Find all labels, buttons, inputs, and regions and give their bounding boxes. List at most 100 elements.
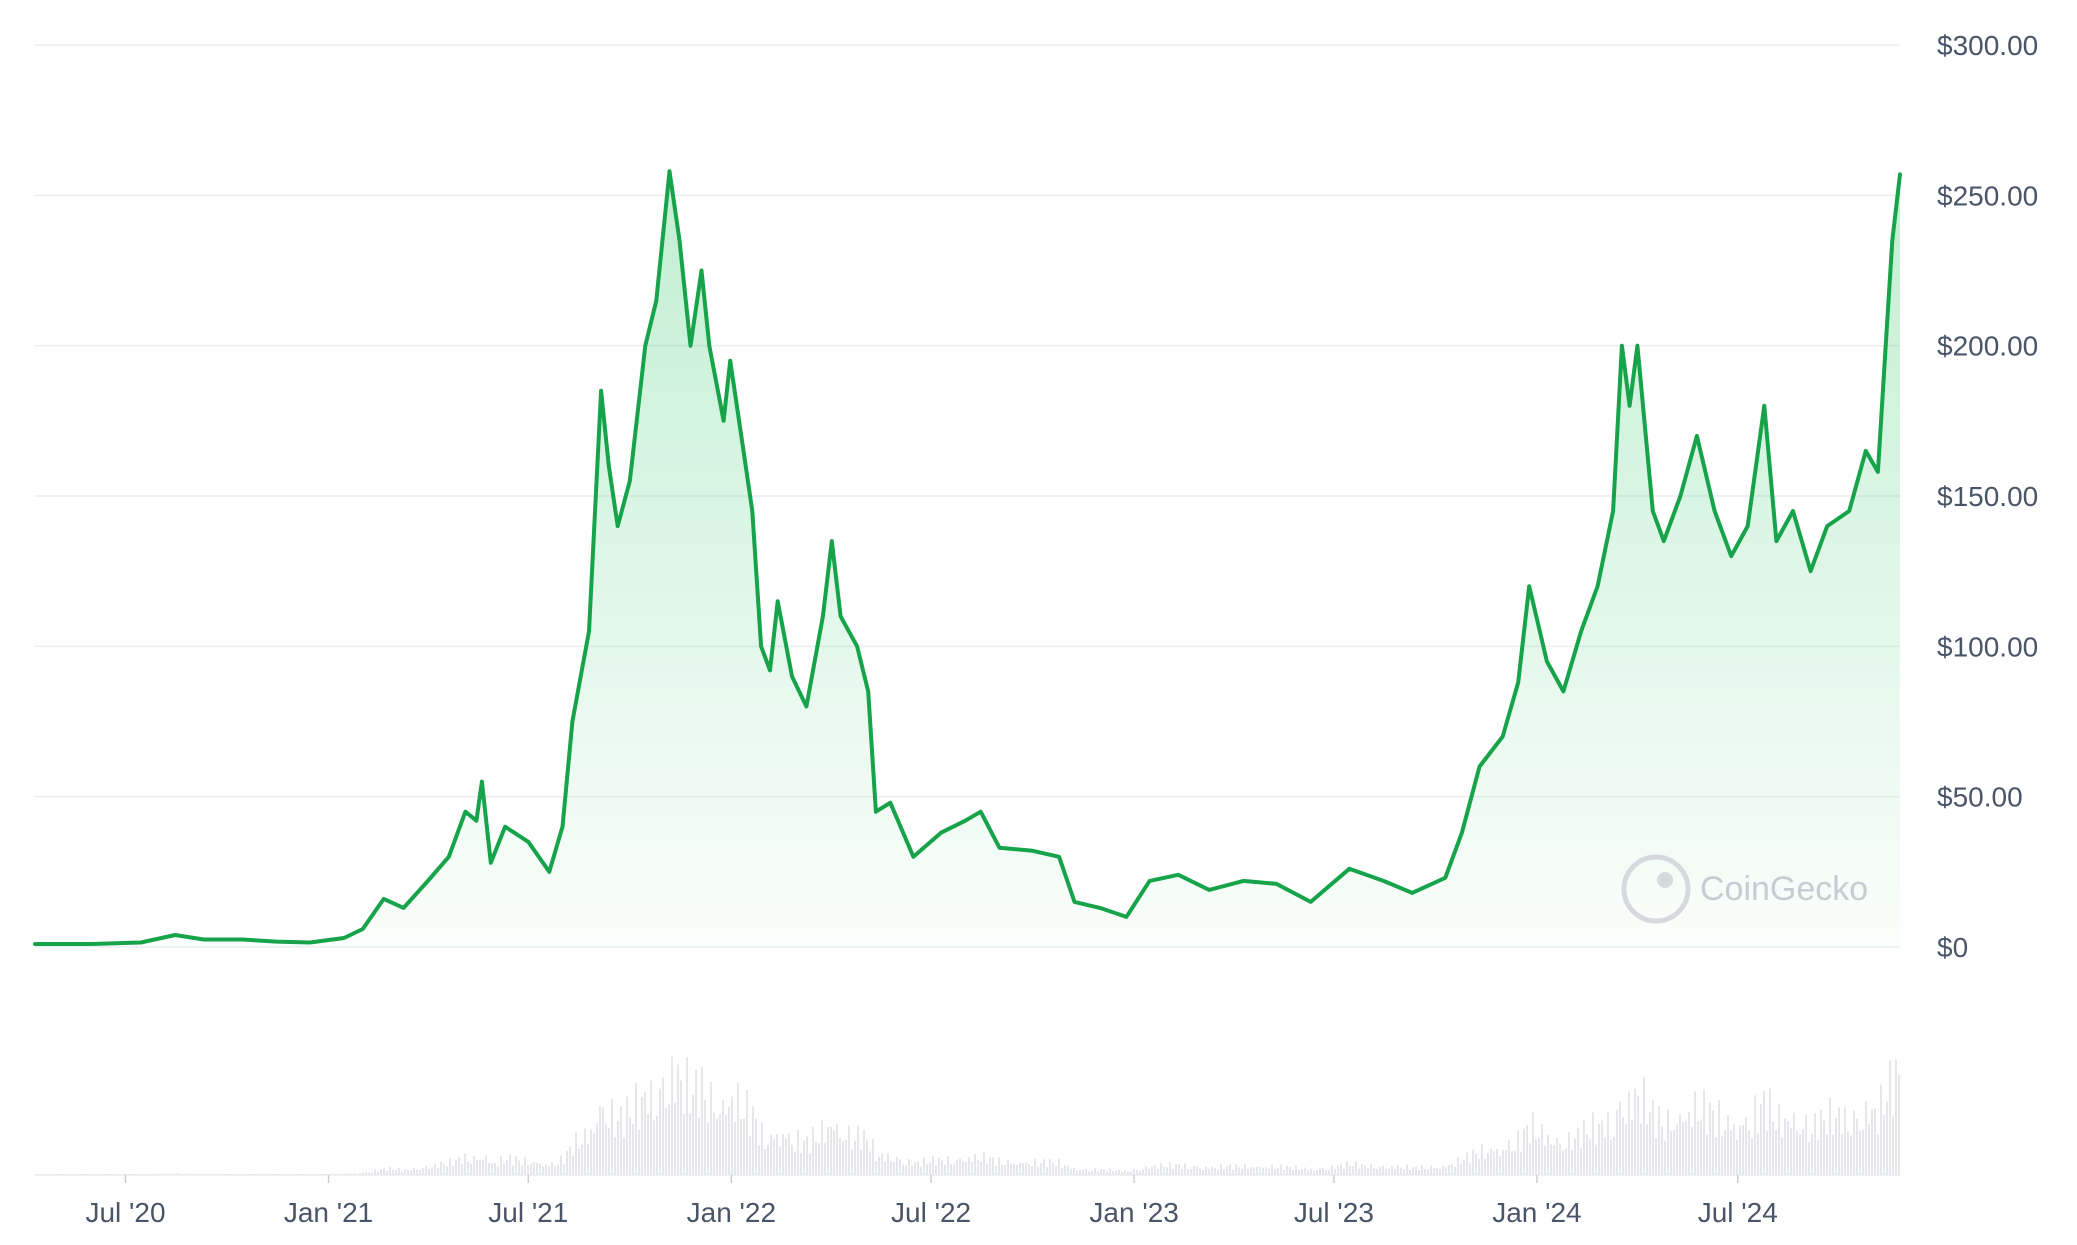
volume-bar xyxy=(1463,1160,1465,1175)
volume-bar xyxy=(830,1126,832,1175)
volume-bar xyxy=(53,1174,55,1175)
volume-bar xyxy=(761,1122,763,1175)
volume-bar xyxy=(1802,1128,1804,1175)
price-line[interactable] xyxy=(33,169,1902,946)
volume-bar xyxy=(1322,1167,1324,1175)
volume-bar xyxy=(842,1141,844,1175)
volume-bar xyxy=(128,1174,130,1175)
volume-bar xyxy=(1190,1168,1192,1175)
volume-bar xyxy=(1223,1169,1225,1175)
watermark-label: CoinGecko xyxy=(1700,870,1868,908)
volume-bar xyxy=(80,1174,82,1175)
volume-bar xyxy=(1532,1112,1534,1175)
volume-bar xyxy=(1301,1168,1303,1175)
volume-bar xyxy=(1283,1170,1285,1175)
volume-bar xyxy=(371,1172,373,1175)
volume-bar xyxy=(437,1167,439,1175)
volume-bar xyxy=(1826,1134,1828,1175)
volume-bar xyxy=(1454,1166,1456,1175)
y-tick-label: $250.00 xyxy=(1937,180,2038,211)
volume-bar xyxy=(791,1145,793,1175)
volume-bar xyxy=(1340,1164,1342,1175)
volume-bar xyxy=(1403,1169,1405,1175)
volume-bar xyxy=(1319,1168,1321,1175)
volume-bar xyxy=(1565,1148,1567,1175)
volume-bar xyxy=(1643,1076,1645,1175)
volume-bar xyxy=(1676,1124,1678,1175)
volume-bar xyxy=(1127,1171,1129,1175)
volume-bar xyxy=(1748,1130,1750,1175)
volume-bar xyxy=(566,1151,568,1175)
volume-bar xyxy=(1262,1167,1264,1175)
volume-bar xyxy=(623,1137,625,1175)
volume-bar xyxy=(1109,1168,1111,1175)
volume-bar xyxy=(1649,1112,1651,1175)
volume-bar xyxy=(245,1174,247,1175)
volume-bar xyxy=(890,1161,892,1175)
volume-bar xyxy=(149,1174,151,1175)
volume-bar xyxy=(686,1057,688,1175)
volume-bar xyxy=(353,1173,355,1175)
volume-bar xyxy=(620,1106,622,1175)
volume-bar xyxy=(503,1163,505,1175)
volume-bar xyxy=(158,1173,160,1175)
volume-bar xyxy=(191,1174,193,1175)
volume-bar xyxy=(1886,1101,1888,1175)
volume-bar xyxy=(1343,1168,1345,1175)
volume-bar xyxy=(1364,1165,1366,1175)
volume-bar xyxy=(263,1173,265,1175)
volume-bar xyxy=(674,1102,676,1175)
volume-bar xyxy=(878,1157,880,1175)
volume-bar xyxy=(329,1173,331,1175)
volume-bar xyxy=(1874,1108,1876,1175)
volume-bar xyxy=(1751,1137,1753,1175)
volume-bar xyxy=(569,1146,571,1175)
volume-bar xyxy=(1334,1169,1336,1175)
volume-bar xyxy=(1316,1169,1318,1175)
volume-bar xyxy=(92,1174,94,1175)
volume-bar xyxy=(155,1174,157,1175)
volume-bar xyxy=(1766,1131,1768,1175)
volume-bar xyxy=(641,1097,643,1175)
volume-bar xyxy=(1379,1166,1381,1175)
volume-bar xyxy=(116,1174,118,1175)
volume-bar xyxy=(1274,1168,1276,1175)
volume-bar xyxy=(1214,1167,1216,1175)
volume-bar xyxy=(56,1174,58,1175)
volume-bar xyxy=(719,1114,721,1175)
volume-bar xyxy=(1307,1170,1309,1175)
volume-bar xyxy=(1271,1164,1273,1175)
volume-bar xyxy=(110,1174,112,1175)
volume-bar xyxy=(1694,1091,1696,1175)
volume-bar xyxy=(275,1174,277,1175)
volume-bar xyxy=(365,1172,367,1175)
volume-bar xyxy=(1775,1129,1777,1175)
volume-bar xyxy=(1814,1113,1816,1175)
volume-bar xyxy=(1583,1119,1585,1175)
price-area-fill xyxy=(35,171,1900,948)
volume-bar xyxy=(272,1174,274,1175)
volume-bar xyxy=(1853,1110,1855,1175)
volume-bar xyxy=(647,1114,649,1175)
volume-bar xyxy=(1205,1166,1207,1175)
volume-bar xyxy=(1535,1139,1537,1175)
volume-bar xyxy=(1196,1167,1198,1175)
volume-bar xyxy=(1433,1167,1435,1175)
volume-bar xyxy=(1613,1136,1615,1175)
volume-bar xyxy=(1871,1109,1873,1175)
volume-bar xyxy=(254,1173,256,1175)
volume-bar xyxy=(1415,1166,1417,1175)
volume-bar xyxy=(518,1160,520,1175)
volume-bar xyxy=(1889,1060,1891,1175)
volume-bar xyxy=(1349,1166,1351,1175)
volume-bar xyxy=(377,1171,379,1175)
volume-bar xyxy=(1202,1169,1204,1175)
volume-bar xyxy=(185,1173,187,1175)
volume-bar xyxy=(1496,1148,1498,1175)
volume-bar xyxy=(1490,1148,1492,1175)
volume-bar xyxy=(1235,1164,1237,1175)
volume-bar xyxy=(932,1156,934,1175)
volume-bar xyxy=(656,1115,658,1175)
volume-bar xyxy=(1736,1139,1738,1175)
